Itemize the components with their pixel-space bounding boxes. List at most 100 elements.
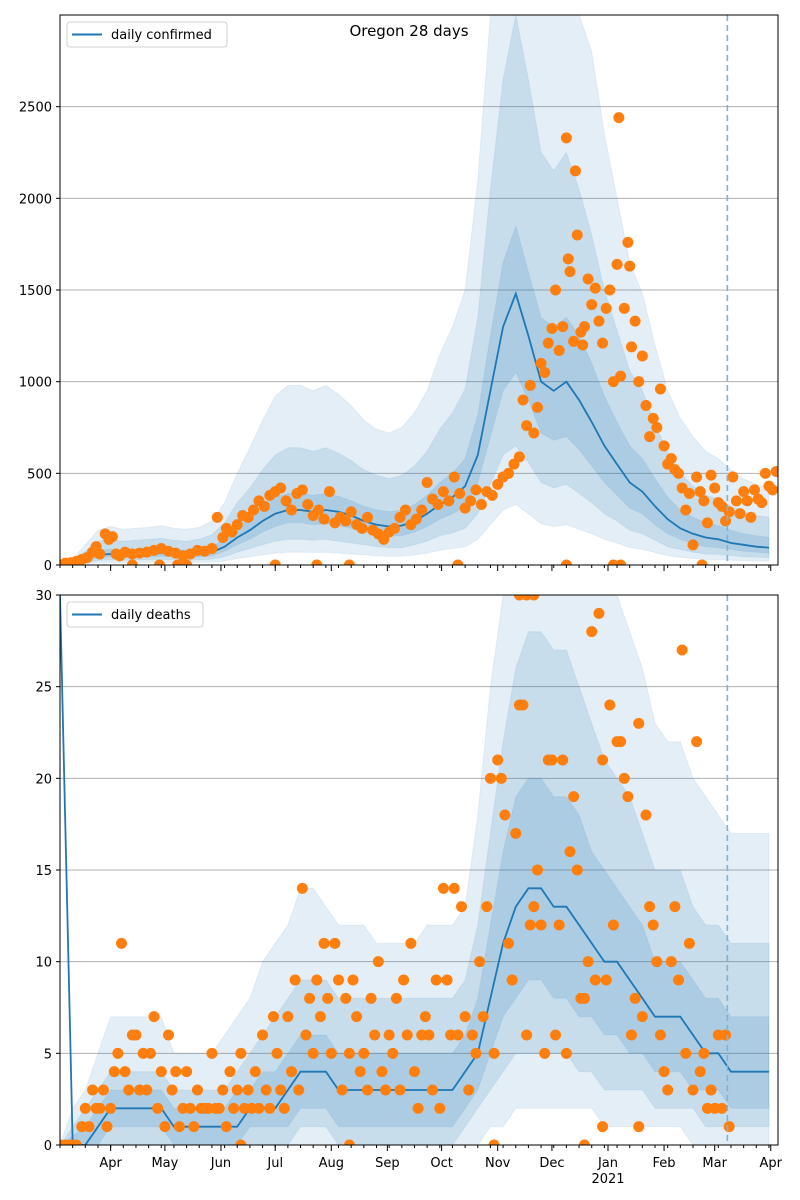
observed-point (231, 519, 243, 531)
observed-point (745, 511, 757, 523)
observed-point (235, 1047, 247, 1059)
y-tick-label: 1000 (19, 376, 52, 391)
observed-point (97, 1084, 109, 1096)
x-tick-label: Sep (375, 1156, 400, 1171)
observed-point (528, 901, 540, 913)
observed-point (676, 644, 688, 656)
observed-point (217, 1084, 229, 1096)
y-tick-label: 0 (44, 559, 52, 574)
observed-point (437, 486, 449, 498)
observed-point (343, 1047, 355, 1059)
legend-box (66, 601, 204, 628)
observed-point (524, 379, 536, 391)
observed-point (698, 1047, 710, 1059)
observed-point (249, 1066, 261, 1078)
observed-point (629, 992, 641, 1004)
observed-point (560, 132, 572, 144)
observed-point (94, 1102, 106, 1114)
observed-point (691, 736, 703, 748)
observed-point (730, 495, 742, 507)
observed-point (257, 1029, 269, 1041)
observed-point (640, 809, 652, 821)
legend-label: daily deaths (111, 608, 191, 623)
observed-point (432, 499, 444, 510)
observed-point (206, 543, 218, 554)
legend: daily deaths (66, 601, 204, 628)
plot-area (60, 595, 770, 1145)
observed-point (318, 513, 330, 525)
observed-point (673, 974, 685, 986)
observed-point (488, 1047, 500, 1059)
observed-point (106, 531, 118, 543)
observed-point (448, 882, 460, 894)
observed-point (314, 1011, 326, 1023)
observed-point (593, 607, 605, 619)
observed-point (691, 471, 703, 483)
observed-point (389, 522, 401, 534)
observed-point (275, 1084, 287, 1096)
observed-point (654, 1029, 666, 1041)
observed-point (123, 1084, 135, 1096)
observed-point (597, 337, 609, 349)
observed-point (481, 901, 493, 913)
observed-point (624, 260, 636, 272)
observed-point (141, 1084, 153, 1096)
legend-box (66, 21, 228, 48)
observed-point (465, 495, 477, 507)
observed-point (191, 1084, 203, 1096)
observed-point (437, 882, 449, 894)
observed-point (105, 1102, 117, 1114)
observed-point (454, 488, 466, 499)
observed-point (727, 471, 739, 483)
observed-point (358, 1047, 370, 1059)
observed-point (412, 1102, 424, 1114)
observed-point (434, 1102, 446, 1114)
observed-point (153, 559, 165, 565)
observed-point (589, 974, 601, 986)
observed-point (636, 350, 648, 362)
observed-point (343, 559, 355, 565)
chart-title: Oregon 28 days (349, 22, 468, 40)
observed-point (687, 1084, 699, 1096)
y-tick-label: 20 (35, 772, 52, 787)
observed-point (267, 1011, 279, 1023)
observed-point (269, 559, 281, 565)
observed-point (510, 827, 522, 839)
observed-point (709, 482, 721, 494)
observed-point (325, 1047, 337, 1059)
observed-point (568, 335, 580, 347)
observed-point (578, 992, 590, 1004)
observed-point (79, 1102, 91, 1114)
observed-point (600, 974, 612, 986)
observed-point (756, 497, 768, 509)
observed-point (354, 1066, 366, 1078)
observed-point (644, 901, 656, 913)
observed-point (633, 1121, 645, 1133)
observed-point (148, 1011, 160, 1023)
observed-point (626, 341, 638, 353)
observed-point (173, 1121, 185, 1133)
observed-point (571, 864, 583, 876)
observed-point (651, 422, 663, 433)
observed-point (87, 1084, 99, 1096)
observed-point (264, 1102, 276, 1114)
observed-point (300, 1029, 312, 1041)
observed-point (311, 974, 323, 986)
observed-point (694, 1066, 706, 1078)
observed-point (622, 791, 634, 803)
observed-point (611, 258, 623, 270)
observed-point (285, 1066, 297, 1078)
observed-point (94, 548, 106, 560)
observed-point (636, 1011, 648, 1023)
observed-point (248, 504, 260, 516)
observed-point (206, 1047, 218, 1059)
observed-point (72, 559, 84, 565)
observed-point (546, 323, 558, 334)
observed-point (629, 315, 641, 327)
x-tick-label: May (151, 1156, 178, 1171)
observed-point (427, 1084, 439, 1096)
observed-point (680, 1047, 692, 1059)
observed-point (734, 508, 746, 520)
plot-area (60, 15, 778, 565)
